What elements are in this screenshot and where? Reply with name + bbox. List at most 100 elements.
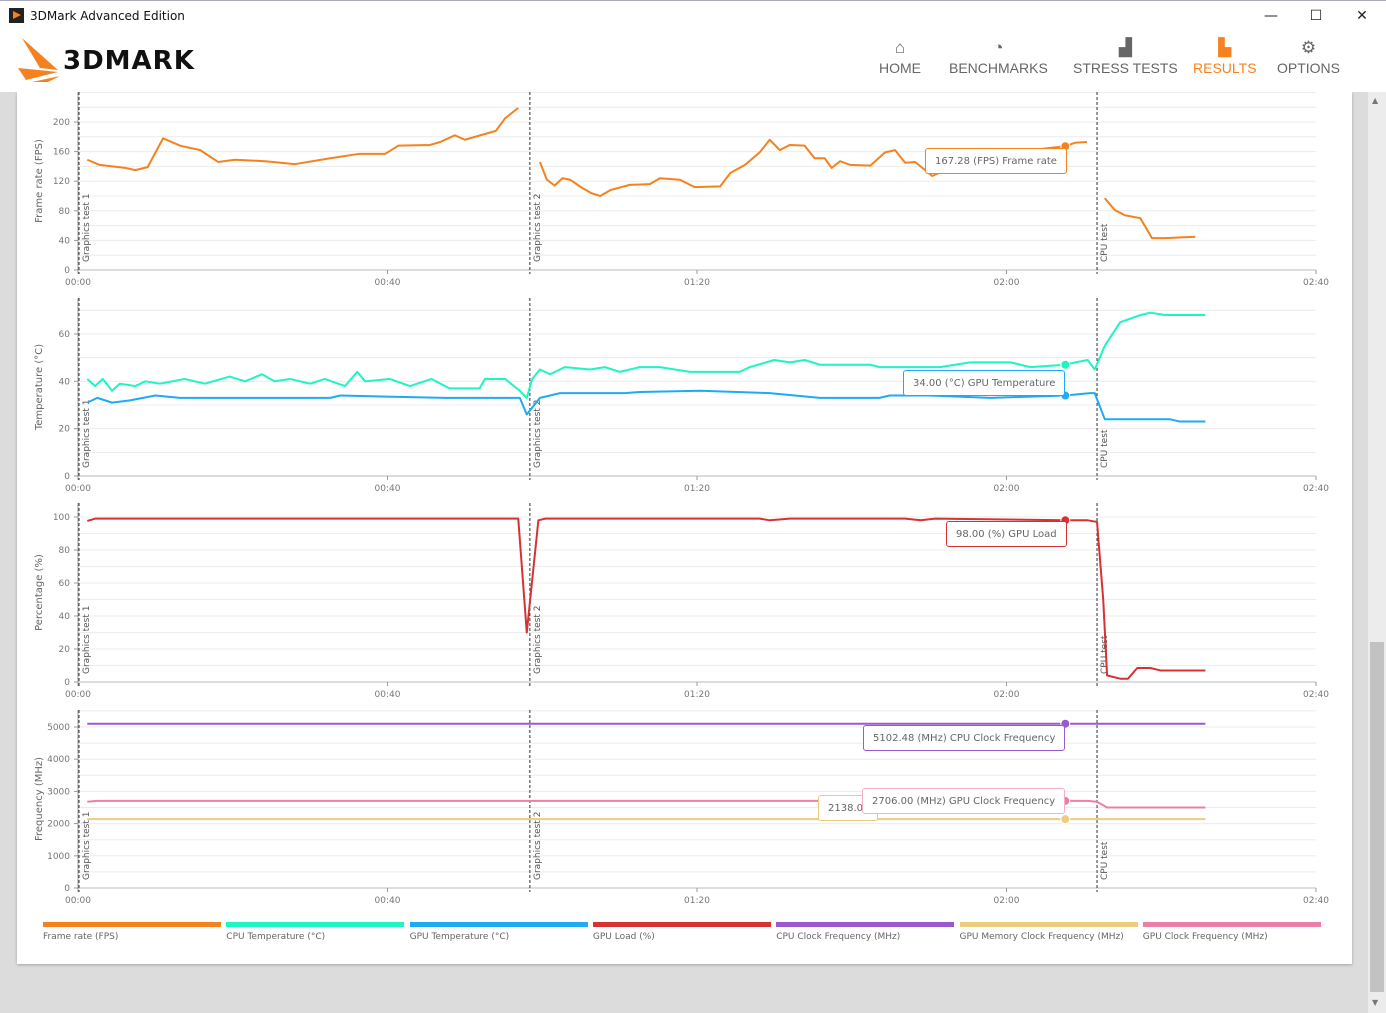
nav-stress-tests[interactable]: ▟ STRESS TESTS <box>1073 38 1178 76</box>
test-marker-label: CPU test <box>1100 841 1110 880</box>
y-tick-label: 1000 <box>47 852 70 862</box>
test-marker-label: Graphics test 2 <box>533 194 543 262</box>
legend-label: GPU Load (%) <box>592 932 655 942</box>
test-marker-label: Graphics test 1 <box>82 812 92 880</box>
legend-swatch <box>226 922 405 927</box>
y-axis-title: Temperature (°C) <box>34 344 45 431</box>
nav-benchmarks[interactable]: ◔ BENCHMARKS <box>949 38 1048 76</box>
legend-swatch <box>592 922 771 927</box>
hover-point[interactable] <box>1060 359 1071 370</box>
legend-label: GPU Memory Clock Frequency (MHz) <box>959 932 1124 942</box>
vertical-scrollbar[interactable]: ▲ ▼ <box>1368 92 1386 1013</box>
legend-swatch <box>959 922 1138 927</box>
minimize-button[interactable]: — <box>1264 8 1278 24</box>
y-tick-label: 5000 <box>47 723 70 733</box>
legend-item[interactable]: GPU Load (%) <box>592 922 771 942</box>
results-icon: ▙ <box>1218 38 1232 57</box>
y-tick-label: 2000 <box>47 820 70 830</box>
app-icon <box>9 8 24 23</box>
x-tick-label: 02:00 <box>994 278 1020 288</box>
x-tick-label: 01:20 <box>684 278 710 288</box>
y-tick-label: 0 <box>64 266 70 276</box>
y-tick-label: 60 <box>59 330 71 340</box>
y-tick-label: 80 <box>59 546 71 556</box>
x-tick-label: 02:40 <box>1303 690 1329 700</box>
maximize-button[interactable]: ☐ <box>1309 8 1323 24</box>
y-tick-label: 60 <box>59 579 71 589</box>
series-line-gpu-load- <box>86 517 1206 680</box>
legend-label: GPU Clock Frequency (MHz) <box>1142 932 1268 942</box>
y-tick-label: 40 <box>59 377 71 387</box>
x-tick-label: 00:40 <box>375 484 401 494</box>
close-button[interactable]: ✕ <box>1356 8 1368 24</box>
x-tick-label: 00:00 <box>65 278 91 288</box>
test-marker-label: Graphics test 1 <box>82 194 92 262</box>
nav-results[interactable]: ▙ RESULTS <box>1193 38 1257 76</box>
legend-label: CPU Temperature (°C) <box>226 932 326 942</box>
x-tick-label: 00:40 <box>375 896 401 906</box>
scroll-up-icon[interactable]: ▲ <box>1372 96 1379 105</box>
tooltip-fps: 167.28 (FPS) Frame rate <box>925 148 1067 174</box>
x-tick-label: 02:00 <box>994 896 1020 906</box>
legend-item[interactable]: GPU Temperature (°C) <box>409 922 588 942</box>
legend-item[interactable]: GPU Memory Clock Frequency (MHz) <box>959 922 1138 942</box>
home-icon: ⌂ <box>894 38 906 57</box>
legend-item[interactable]: Frame rate (FPS) <box>43 922 221 942</box>
x-tick-label: 00:00 <box>65 690 91 700</box>
gauge-icon: ◔ <box>993 38 1004 57</box>
x-tick-label: 01:20 <box>684 484 710 494</box>
x-tick-label: 02:40 <box>1303 484 1329 494</box>
y-tick-label: 80 <box>59 207 71 217</box>
logo-text: 3DMARK <box>63 46 195 76</box>
y-tick-label: 160 <box>53 148 70 158</box>
x-tick-label: 02:00 <box>994 690 1020 700</box>
x-tick-label: 01:20 <box>684 690 710 700</box>
y-tick-label: 0 <box>64 472 70 482</box>
legend-swatch <box>409 922 588 927</box>
y-tick-label: 0 <box>64 678 70 688</box>
y-tick-label: 4000 <box>47 755 70 765</box>
scroll-down-icon[interactable]: ▼ <box>1372 998 1379 1007</box>
chart-4: 0 1000 2000 3000 4000 5000 00:00 00:40 01:20 02:0… <box>34 710 1329 906</box>
y-tick-label: 20 <box>59 425 71 435</box>
nav-home[interactable]: ⌂ HOME <box>879 38 921 76</box>
logo-mark-icon <box>18 38 60 82</box>
series-line-gpu-clock-frequency-mhz- <box>87 799 1206 809</box>
nav-label: HOME <box>879 60 921 76</box>
nav-label: STRESS TESTS <box>1073 60 1178 76</box>
chart-2: 0 20 40 60 00:00 00:40 01:20 02:00 02:40 Temperat… <box>34 298 1329 494</box>
legend-swatch <box>1142 922 1321 927</box>
nav-label: RESULTS <box>1193 60 1257 76</box>
y-tick-label: 100 <box>53 513 70 523</box>
chart-1: 0 40 80 120 160 200 00:00 00:40 01:20 02:00 02:40 F… <box>34 91 1329 288</box>
y-axis-title: Frame rate (FPS) <box>34 139 45 223</box>
nav-label: BENCHMARKS <box>949 60 1048 76</box>
legend-swatch <box>776 922 955 927</box>
y-tick-label: 0 <box>64 884 70 894</box>
nav-options[interactable]: ⚙ OPTIONS <box>1277 38 1340 76</box>
x-tick-label: 01:20 <box>684 896 710 906</box>
legend-item[interactable]: CPU Clock Frequency (MHz) <box>776 922 955 942</box>
y-tick-label: 20 <box>59 645 71 655</box>
legend-label: CPU Clock Frequency (MHz) <box>776 932 901 942</box>
legend-label: Frame rate (FPS) <box>43 932 119 942</box>
x-tick-label: 00:40 <box>375 278 401 288</box>
y-tick-label: 3000 <box>47 787 70 797</box>
bars-icon: ▟ <box>1118 38 1132 57</box>
y-tick-label: 40 <box>59 612 71 622</box>
x-tick-label: 02:40 <box>1303 896 1329 906</box>
window-title: 3DMark Advanced Edition <box>30 9 185 23</box>
tooltip-cpu-clock: 5102.48 (MHz) CPU Clock Frequency <box>863 725 1066 751</box>
3dmark-logo[interactable]: 3DMARK <box>18 34 228 84</box>
test-marker-label: Graphics test 2 <box>533 606 543 674</box>
legend-item[interactable]: GPU Clock Frequency (MHz) <box>1142 922 1321 942</box>
hover-point[interactable] <box>1060 814 1071 825</box>
test-marker-label: Graphics test 2 <box>533 812 543 880</box>
legend-item[interactable]: CPU Temperature (°C) <box>226 922 405 942</box>
series-line-cpu-temperature-c- <box>86 311 1206 399</box>
scroll-thumb[interactable] <box>1370 642 1384 992</box>
x-tick-label: 02:40 <box>1303 278 1329 288</box>
series-line-frame-rate-fps- <box>86 107 519 172</box>
y-axis-title: Frequency (MHz) <box>34 757 45 841</box>
